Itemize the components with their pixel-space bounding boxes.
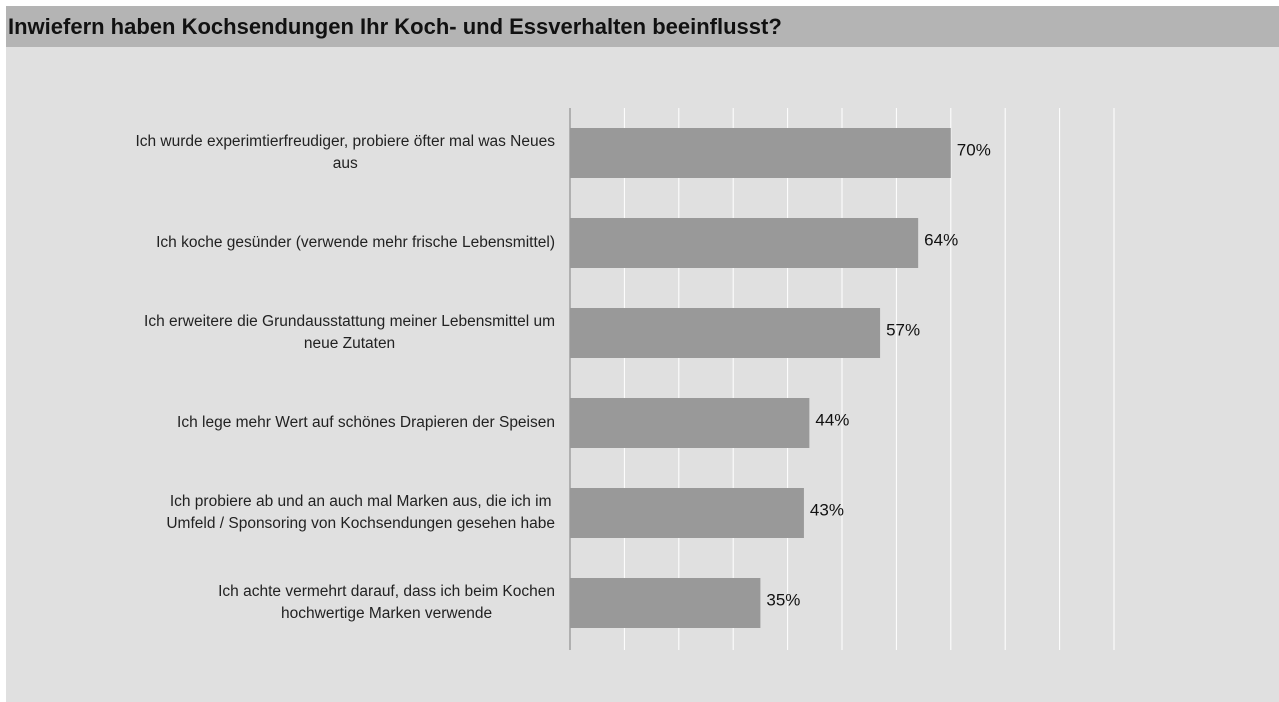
value-label: 35% (766, 590, 800, 609)
category-label: Ich probiere ab und an auch mal Marken a… (166, 493, 555, 532)
category-label: Ich wurde experimtierfreudiger, probiere… (135, 133, 555, 172)
value-label: 43% (810, 500, 844, 519)
category-label-box: Ich koche gesünder (verwende mehr frisch… (0, 232, 555, 254)
value-label: 44% (815, 410, 849, 429)
bar (570, 488, 804, 538)
category-label: Ich erweitere die Grundausstattung meine… (144, 313, 555, 352)
chart-title: Inwiefern haben Kochsendungen Ihr Koch- … (6, 6, 1279, 47)
category-label: Ich achte vermehrt darauf, dass ich beim… (218, 583, 555, 622)
value-label: 57% (886, 320, 920, 339)
bar (570, 398, 810, 448)
value-label: 64% (924, 230, 958, 249)
category-label: Ich koche gesünder (verwende mehr frisch… (156, 234, 555, 251)
category-label-box: Ich probiere ab und an auch mal Marken a… (0, 491, 555, 535)
category-label-box: Ich achte vermehrt darauf, dass ich beim… (0, 581, 555, 625)
category-label: Ich lege mehr Wert auf schönes Drapieren… (177, 414, 555, 431)
category-label-box: Ich wurde experimtierfreudiger, probiere… (0, 131, 555, 175)
value-label: 70% (957, 140, 991, 159)
bar (570, 578, 761, 628)
bar (570, 128, 951, 178)
category-label-box: Ich lege mehr Wert auf schönes Drapieren… (0, 412, 555, 434)
category-label-box: Ich erweitere die Grundausstattung meine… (0, 311, 555, 355)
bar (570, 308, 881, 358)
bar (570, 218, 919, 268)
